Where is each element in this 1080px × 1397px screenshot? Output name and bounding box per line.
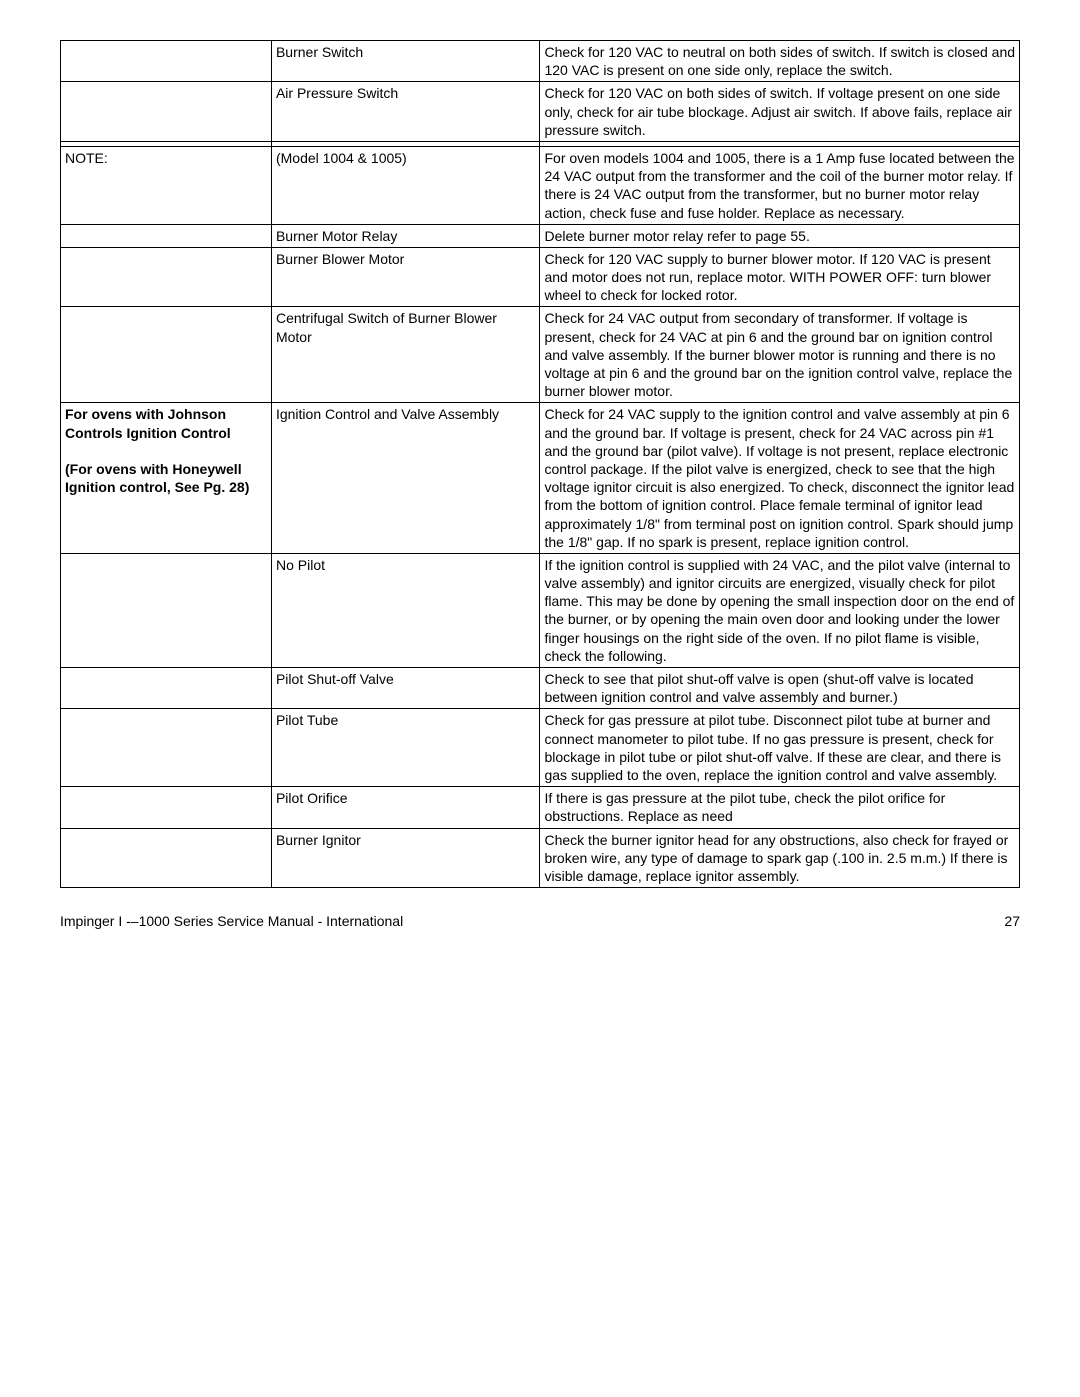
col-action: Delete burner motor relay refer to page … <box>540 224 1020 247</box>
col-component: Pilot Tube <box>271 709 540 787</box>
col-condition <box>61 787 272 828</box>
table-row: Burner Blower MotorCheck for 120 VAC sup… <box>61 247 1020 307</box>
col-component: Burner Blower Motor <box>271 247 540 307</box>
col-action: Check for 24 VAC supply to the ignition … <box>540 403 1020 554</box>
col-component: Burner Switch <box>271 41 540 82</box>
footer-title: Impinger I -–1000 Series Service Manual … <box>60 913 403 929</box>
col-condition: For ovens with Johnson Controls Ignition… <box>61 403 272 554</box>
col-action: Check for 120 VAC supply to burner blowe… <box>540 247 1020 307</box>
col-action: If there is gas pressure at the pilot tu… <box>540 787 1020 828</box>
col-condition: NOTE: <box>61 146 272 224</box>
table-row: Centrifugal Switch of Burner Blower Moto… <box>61 307 1020 403</box>
table-row: No PilotIf the ignition control is suppl… <box>61 553 1020 667</box>
page-number: 27 <box>1004 913 1020 929</box>
col-condition <box>61 82 272 142</box>
table-row: Air Pressure SwitchCheck for 120 VAC on … <box>61 82 1020 142</box>
col-condition <box>61 247 272 307</box>
troubleshooting-table: Burner SwitchCheck for 120 VAC to neutra… <box>60 40 1020 888</box>
col-component: Pilot Orifice <box>271 787 540 828</box>
col-component: Centrifugal Switch of Burner Blower Moto… <box>271 307 540 403</box>
col-condition <box>61 709 272 787</box>
col-action: Check for 120 VAC on both sides of switc… <box>540 82 1020 142</box>
table-row: NOTE:(Model 1004 & 1005)For oven models … <box>61 146 1020 224</box>
col-action: Check for 120 VAC to neutral on both sid… <box>540 41 1020 82</box>
col-component: Air Pressure Switch <box>271 82 540 142</box>
table-row: Burner IgnitorCheck the burner ignitor h… <box>61 828 1020 888</box>
col-condition <box>61 41 272 82</box>
col-action: For oven models 1004 and 1005, there is … <box>540 146 1020 224</box>
table-row: For ovens with Johnson Controls Ignition… <box>61 403 1020 554</box>
col-condition <box>61 307 272 403</box>
page-footer: Impinger I -–1000 Series Service Manual … <box>60 913 1020 929</box>
col-component: Burner Motor Relay <box>271 224 540 247</box>
col-component: (Model 1004 & 1005) <box>271 146 540 224</box>
table-row: Pilot OrificeIf there is gas pressure at… <box>61 787 1020 828</box>
table-row: Pilot TubeCheck for gas pressure at pilo… <box>61 709 1020 787</box>
col-component: Ignition Control and Valve Assembly <box>271 403 540 554</box>
col-component: No Pilot <box>271 553 540 667</box>
col-action: Check the burner ignitor head for any ob… <box>540 828 1020 888</box>
col-component: Burner Ignitor <box>271 828 540 888</box>
col-component: Pilot Shut-off Valve <box>271 668 540 709</box>
table-row: Burner SwitchCheck for 120 VAC to neutra… <box>61 41 1020 82</box>
col-condition <box>61 828 272 888</box>
col-condition <box>61 553 272 667</box>
table-row: Burner Motor RelayDelete burner motor re… <box>61 224 1020 247</box>
col-action: If the ignition control is supplied with… <box>540 553 1020 667</box>
table-row: Pilot Shut-off ValveCheck to see that pi… <box>61 668 1020 709</box>
col-action: Check for gas pressure at pilot tube. Di… <box>540 709 1020 787</box>
col-action: Check for 24 VAC output from secondary o… <box>540 307 1020 403</box>
col-action: Check to see that pilot shut-off valve i… <box>540 668 1020 709</box>
col-condition <box>61 224 272 247</box>
col-condition <box>61 668 272 709</box>
